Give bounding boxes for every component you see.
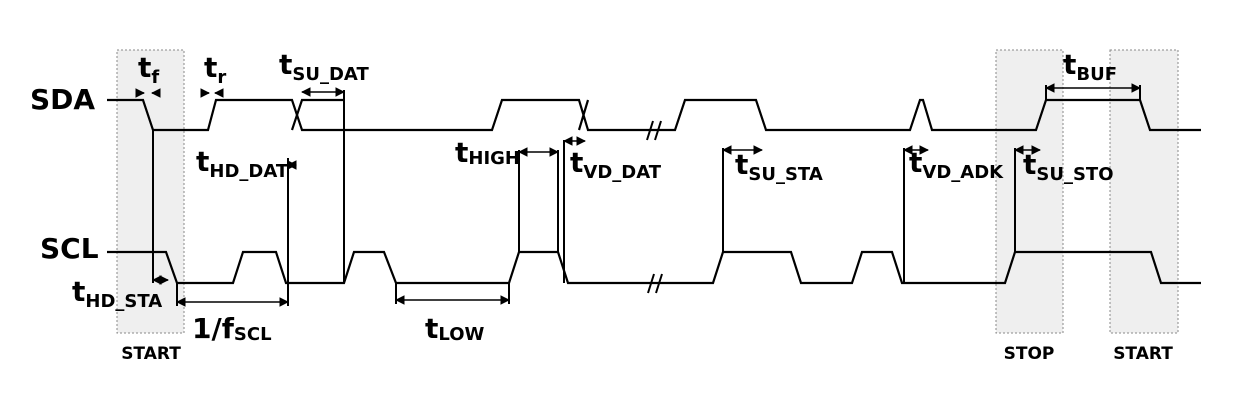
dimension-arrows <box>135 83 1141 307</box>
start-region <box>116 49 185 334</box>
thd-sta-label: tHD_STA <box>72 275 162 312</box>
tr-label: tr <box>204 51 226 88</box>
tsu-dat-label: tSU_DAT <box>279 48 369 85</box>
fscl-label: 1/fSCL <box>192 312 272 345</box>
tf-label: tf <box>138 51 159 88</box>
tvd-adk-label: tVD_ADK <box>909 146 1004 183</box>
start-repeat-label: START <box>1113 344 1173 364</box>
thd-dat-label: tHD_DAT <box>196 145 289 182</box>
thigh-label: tHIGH <box>455 136 520 169</box>
scl-label: SCL <box>40 232 99 265</box>
stop-label: STOP <box>1004 344 1055 364</box>
sda-label: SDA <box>30 83 95 116</box>
tsu-sto-label: tSU_STO <box>1023 148 1114 185</box>
start-label: START <box>121 344 181 364</box>
stop-region <box>995 49 1064 334</box>
sda-waveform <box>107 98 1201 132</box>
sda-data-alt-2 <box>577 99 590 131</box>
sda-break-mark <box>646 120 662 141</box>
tvd-dat-label: tVD_DAT <box>570 146 662 183</box>
sda-data-alt <box>290 98 344 131</box>
tbuf-label: tBUF <box>1063 48 1117 85</box>
reference-lines <box>152 85 1141 306</box>
tsu-sta-label: tSU_STA <box>735 148 823 185</box>
tlow-label: tLOW <box>425 312 485 345</box>
start-repeat-region <box>1109 49 1179 334</box>
scl-break-mark <box>647 273 663 294</box>
